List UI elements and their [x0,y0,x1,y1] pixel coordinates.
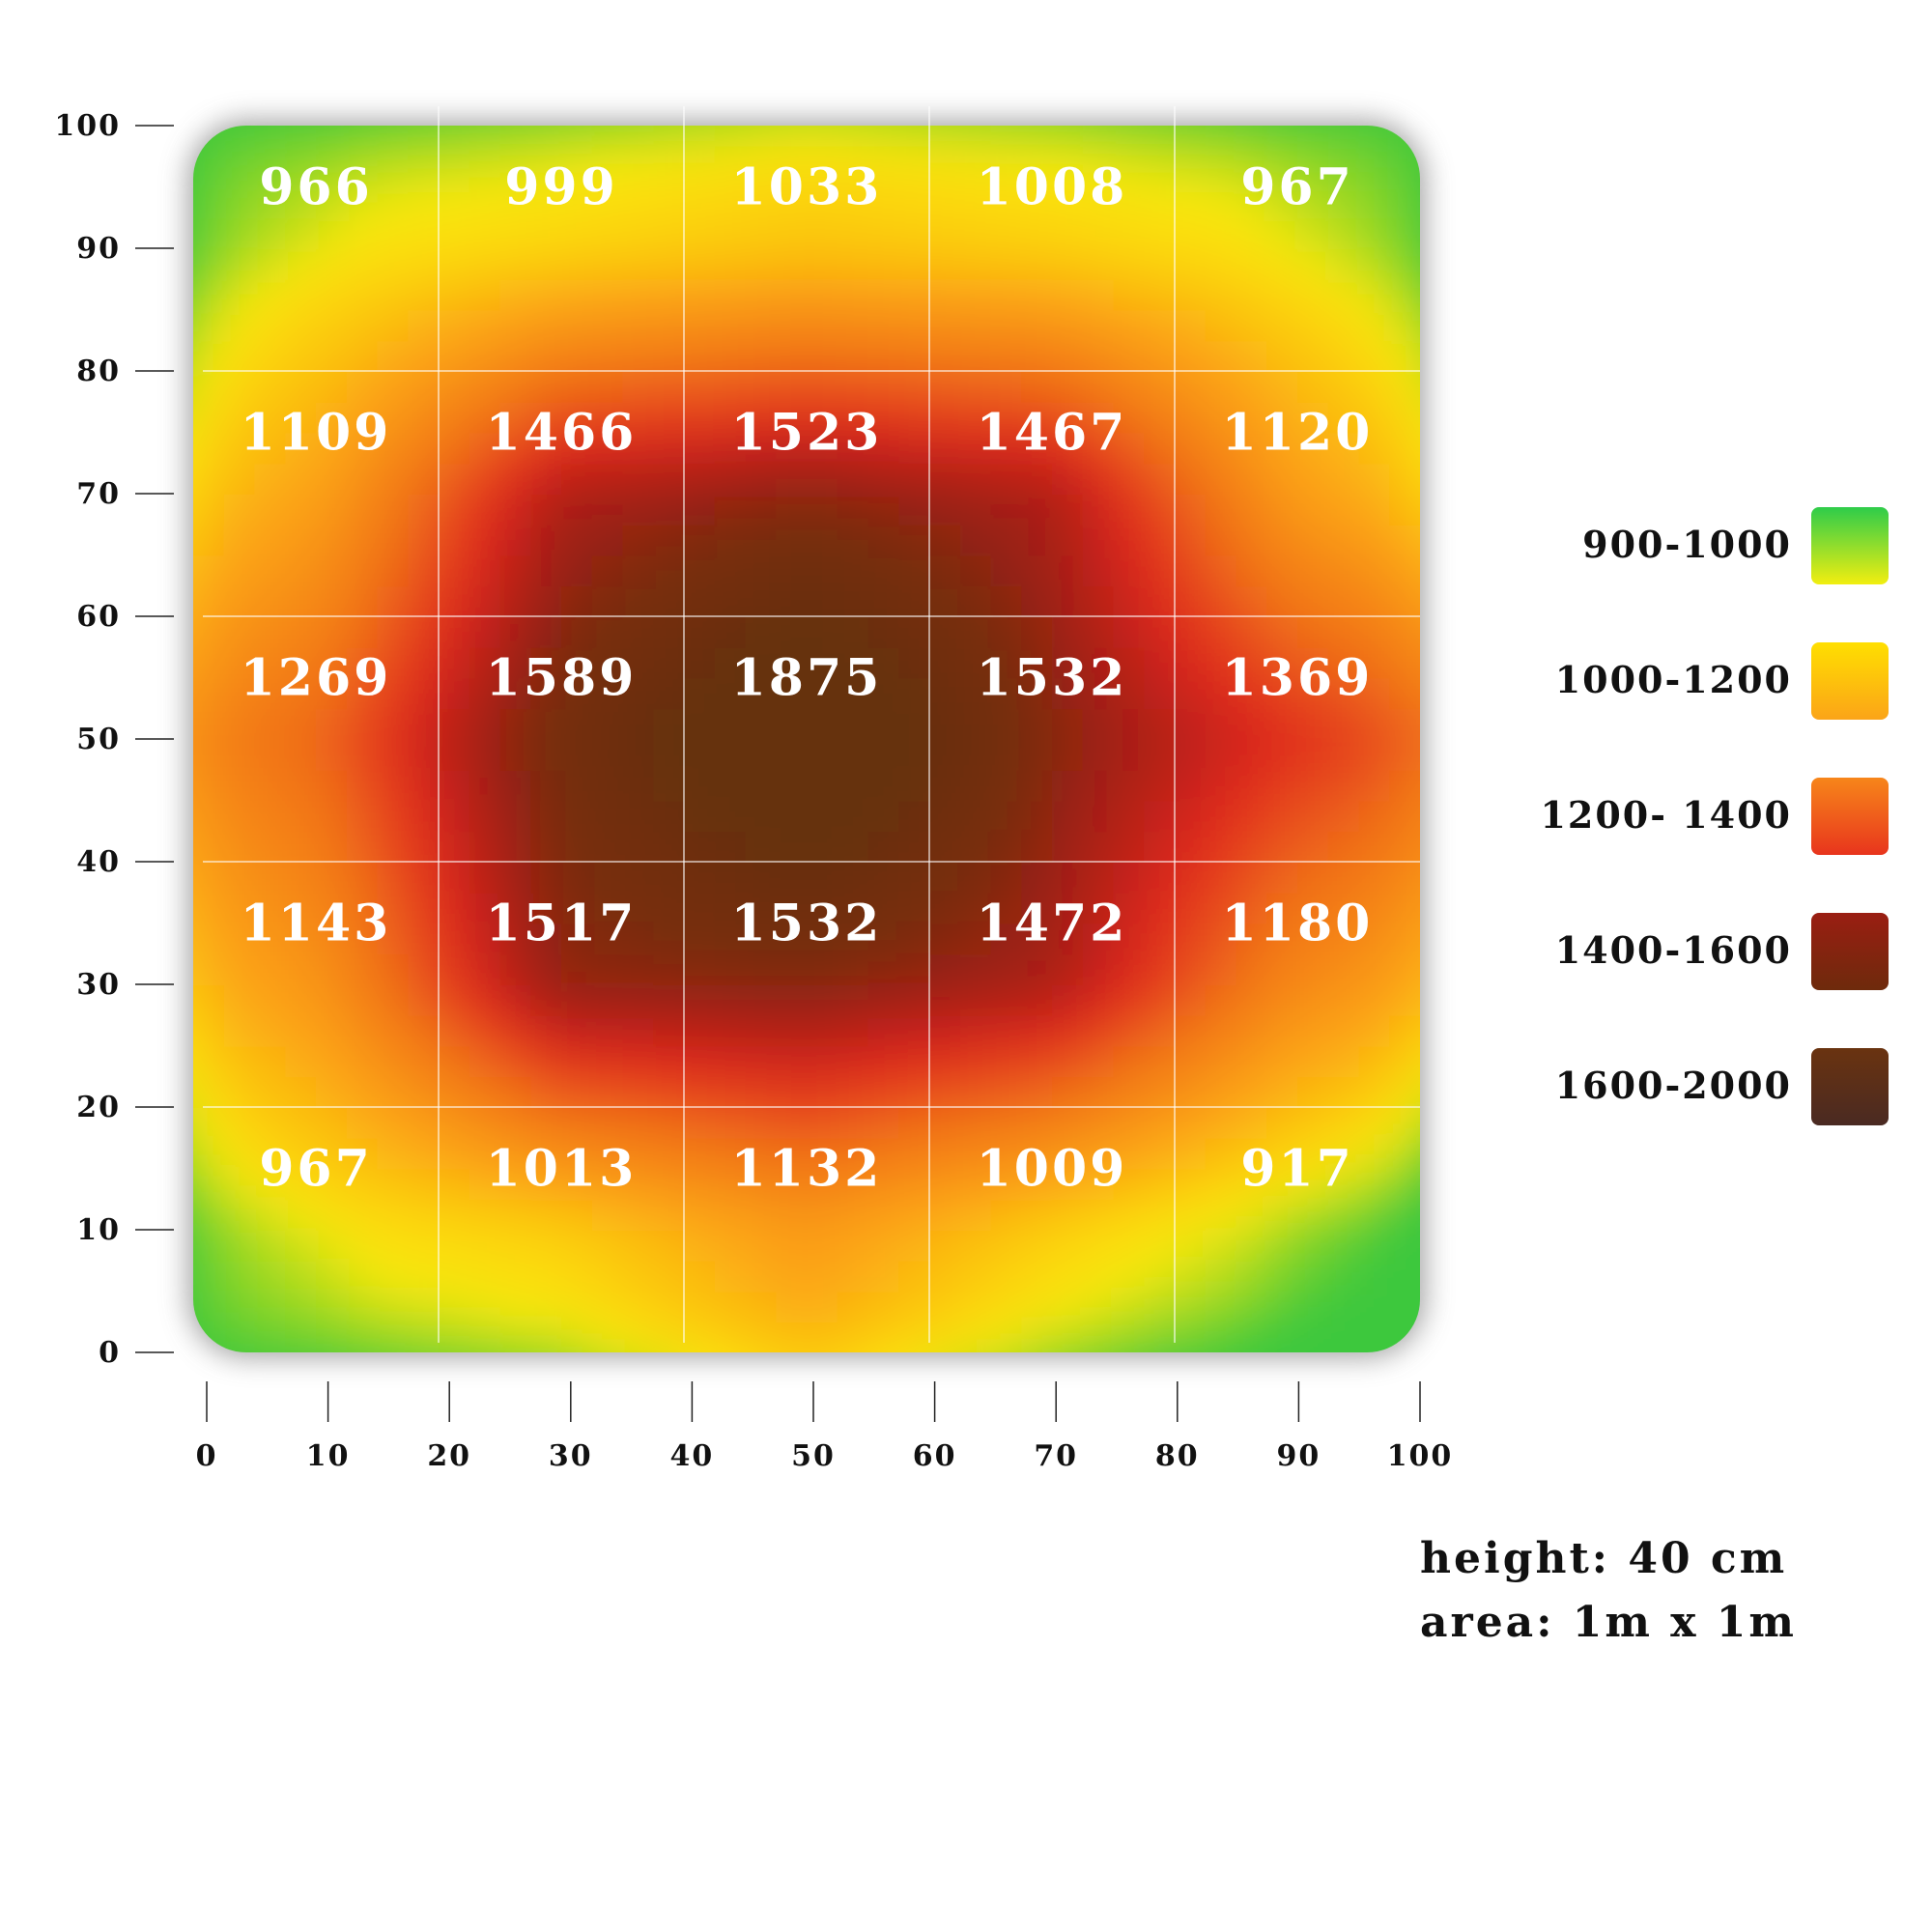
cell-value-label: 1369 [1222,649,1374,708]
height-note: height: 40 cm [1420,1534,1788,1583]
heat-gradient [193,126,1420,1352]
cell-labels: 966 999 1033 1008 967 1109 1466 1523 1467 1120 126… [241,158,1374,1199]
legend-swatch [1811,507,1889,584]
x-tick-label: 50 [791,1439,836,1473]
legend-swatch [1811,642,1889,720]
cell-value-label: 917 [1240,1140,1354,1199]
cell-value-label: 1109 [241,404,392,463]
legend-label: 1600-2000 [1555,1064,1792,1107]
x-tick-label: 90 [1277,1439,1321,1473]
x-tick-label: 40 [670,1439,715,1473]
cell-value-label: 1180 [1222,895,1374,953]
legend-label: 1000-1200 [1555,658,1792,701]
cell-value-label: 1009 [977,1140,1128,1199]
y-tick-label: 50 [76,723,121,756]
cell-value-label: 967 [1240,158,1354,217]
x-tick-label: 100 [1387,1439,1454,1473]
y-tick-label: 30 [76,968,121,1002]
y-tick-label: 10 [76,1213,121,1247]
axes: 0 10 20 30 40 50 60 70 80 90 100 0 10 20 30 40 50 60 70 80 9… [54,109,1454,1473]
area-note: area: 1m x 1m [1420,1598,1797,1647]
cell-value-label: 967 [259,1140,373,1199]
x-tick-label: 20 [427,1439,471,1473]
legend-swatch [1811,778,1889,855]
y-tick-label: 40 [76,845,121,879]
x-tick-label: 0 [196,1439,218,1473]
cell-value-label: 1466 [486,404,638,463]
y-tick-label: 100 [54,109,121,143]
cell-value-label: 1120 [1222,404,1374,463]
cell-value-label: 1523 [731,404,883,463]
x-tick-label: 30 [549,1439,593,1473]
y-tick-label: 80 [76,355,121,388]
y-tick-label: 60 [76,600,121,634]
cell-value-label: 1143 [241,895,392,953]
y-tick-label: 70 [76,477,121,511]
cell-value-label: 1008 [977,158,1128,217]
legend: 900-1000 1000-1200 1200- 1400 1400-1600 1600… [1540,507,1889,1125]
cell-value-label: 1517 [486,895,638,953]
cell-value-label: 1532 [977,649,1128,708]
x-tick-label: 10 [306,1439,351,1473]
legend-label: 1400-1600 [1555,928,1792,972]
cell-value-label: 1467 [977,404,1128,463]
cell-value-label: 1132 [731,1140,883,1199]
heat-surface [193,126,1420,1352]
cell-value-label: 999 [504,158,618,217]
legend-swatch [1811,913,1889,990]
grid-lines [203,106,1420,1343]
x-tick-label: 80 [1155,1439,1200,1473]
legend-label: 900-1000 [1582,523,1792,566]
legend-swatch [1811,1048,1889,1125]
cell-value-label: 966 [259,158,373,217]
legend-label: 1200- 1400 [1540,793,1792,837]
cell-value-label: 1875 [731,649,883,708]
cell-value-label: 1013 [486,1140,638,1199]
y-tick-label: 20 [76,1091,121,1124]
y-tick-label: 90 [76,232,121,266]
y-tick-label: 0 [99,1336,121,1370]
cell-value-label: 1472 [977,895,1128,953]
cell-value-label: 1033 [731,158,883,217]
x-tick-label: 70 [1034,1439,1078,1473]
cell-value-label: 1589 [486,649,638,708]
x-tick-label: 60 [913,1439,957,1473]
cell-value-label: 1269 [241,649,392,708]
cell-value-label: 1532 [731,895,883,953]
